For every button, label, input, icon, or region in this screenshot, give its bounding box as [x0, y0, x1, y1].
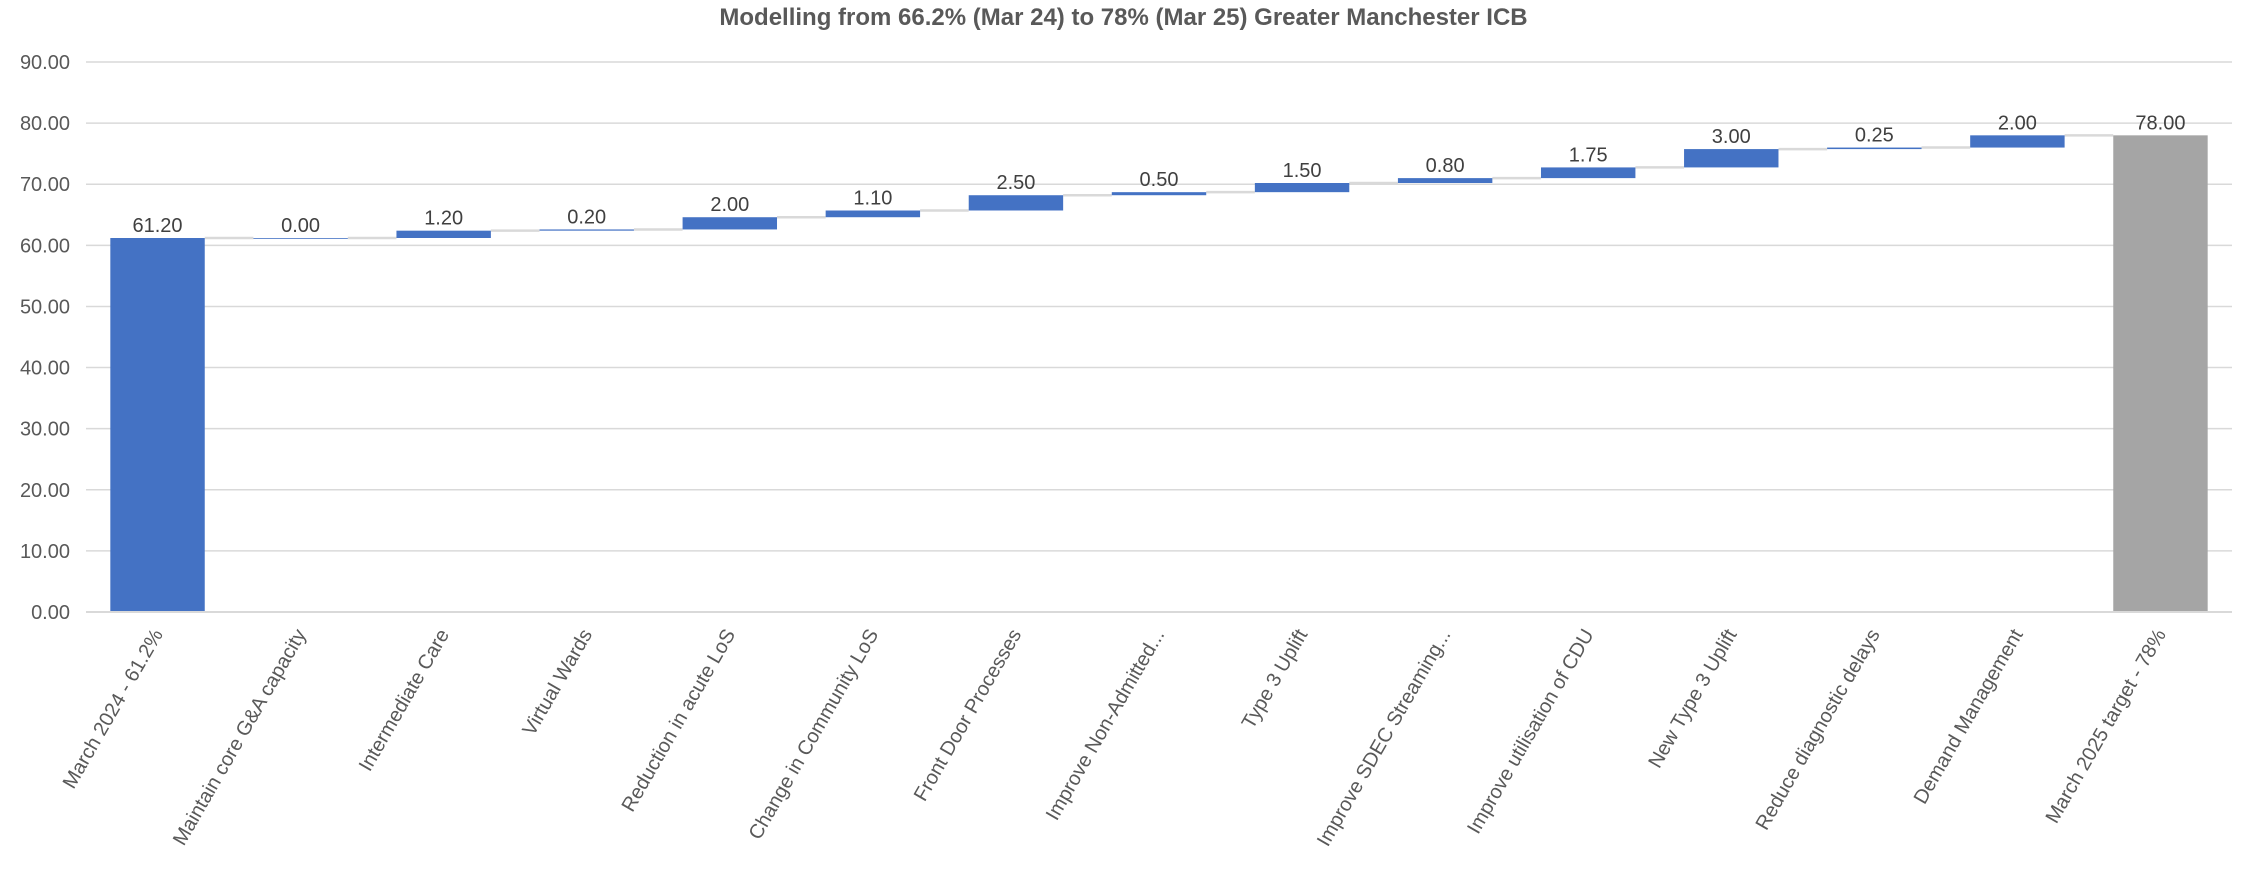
category-label-7: Improve Non-Admitted...	[1042, 626, 1169, 825]
bar-11	[1684, 149, 1779, 168]
bar-2	[396, 230, 491, 238]
data-label-11: 3.00	[1712, 126, 1751, 148]
data-label-12: 0.25	[1855, 125, 1894, 147]
category-label-6: Front Door Processes	[910, 626, 1026, 805]
data-label-6: 2.50	[996, 172, 1035, 194]
category-label-0: March 2024 - 61.2%	[59, 625, 168, 792]
y-tick-label: 60.00	[20, 235, 70, 257]
y-tick-label: 10.00	[20, 541, 70, 563]
chart-title: Modelling from 66.2% (Mar 24) to 78% (Ma…	[719, 4, 1528, 31]
bar-7	[1111, 192, 1207, 196]
category-label-9: Improve SDEC Streaming...	[1313, 626, 1455, 851]
y-tick-label: 50.00	[20, 296, 70, 318]
data-label-14: 78.00	[2135, 112, 2185, 134]
bar-3	[539, 229, 634, 231]
bar-5	[825, 210, 921, 218]
data-label-10: 1.75	[1569, 144, 1608, 166]
bar-10	[1540, 167, 1636, 179]
bar-8	[1254, 183, 1350, 193]
data-label-0: 61.20	[133, 215, 183, 237]
bar-14	[2113, 135, 2208, 613]
category-label-3: Virtual Wards	[519, 626, 598, 740]
bar-0	[110, 238, 205, 612]
category-label-13: Demand Management	[1910, 625, 2028, 808]
y-tick-label: 90.00	[20, 52, 70, 74]
bar-4	[682, 217, 778, 230]
y-tick-label: 20.00	[20, 480, 70, 502]
category-label-11: New Type 3 Uplift	[1644, 625, 1741, 772]
y-tick-label: 0.00	[31, 602, 70, 624]
data-label-5: 1.10	[853, 188, 892, 210]
data-label-7: 0.50	[1140, 169, 1179, 191]
bar-6	[968, 195, 1064, 211]
data-label-4: 2.00	[710, 194, 749, 216]
category-label-10: Improve utilisation of CDU	[1463, 626, 1598, 838]
data-label-9: 0.80	[1426, 155, 1465, 177]
category-label-5: Change in Community LoS	[745, 626, 884, 844]
y-tick-label: 80.00	[20, 113, 70, 135]
data-label-13: 2.00	[1998, 112, 2037, 134]
data-label-2: 1.20	[424, 208, 463, 230]
y-tick-label: 40.00	[20, 358, 70, 380]
y-tick-label: 70.00	[20, 174, 70, 196]
bar-13	[1970, 135, 2065, 148]
bar-12	[1827, 147, 1922, 150]
category-label-4: Reduction in acute LoS	[618, 626, 740, 816]
bar-1	[253, 238, 348, 239]
category-label-14: March 2025 target - 78%	[2042, 625, 2171, 827]
data-label-1: 0.00	[281, 215, 320, 237]
y-tick-label: 30.00	[20, 419, 70, 441]
bar-9	[1397, 178, 1493, 183]
category-label-8: Type 3 Uplift	[1238, 625, 1313, 733]
data-label-8: 1.50	[1283, 160, 1322, 182]
category-label-12: Reduce diagnostic delays	[1752, 626, 1885, 834]
data-label-3: 0.20	[567, 206, 606, 228]
category-label-1: Maintain core G&A capacity	[169, 626, 311, 850]
category-label-2: Intermediate Care	[355, 626, 454, 776]
